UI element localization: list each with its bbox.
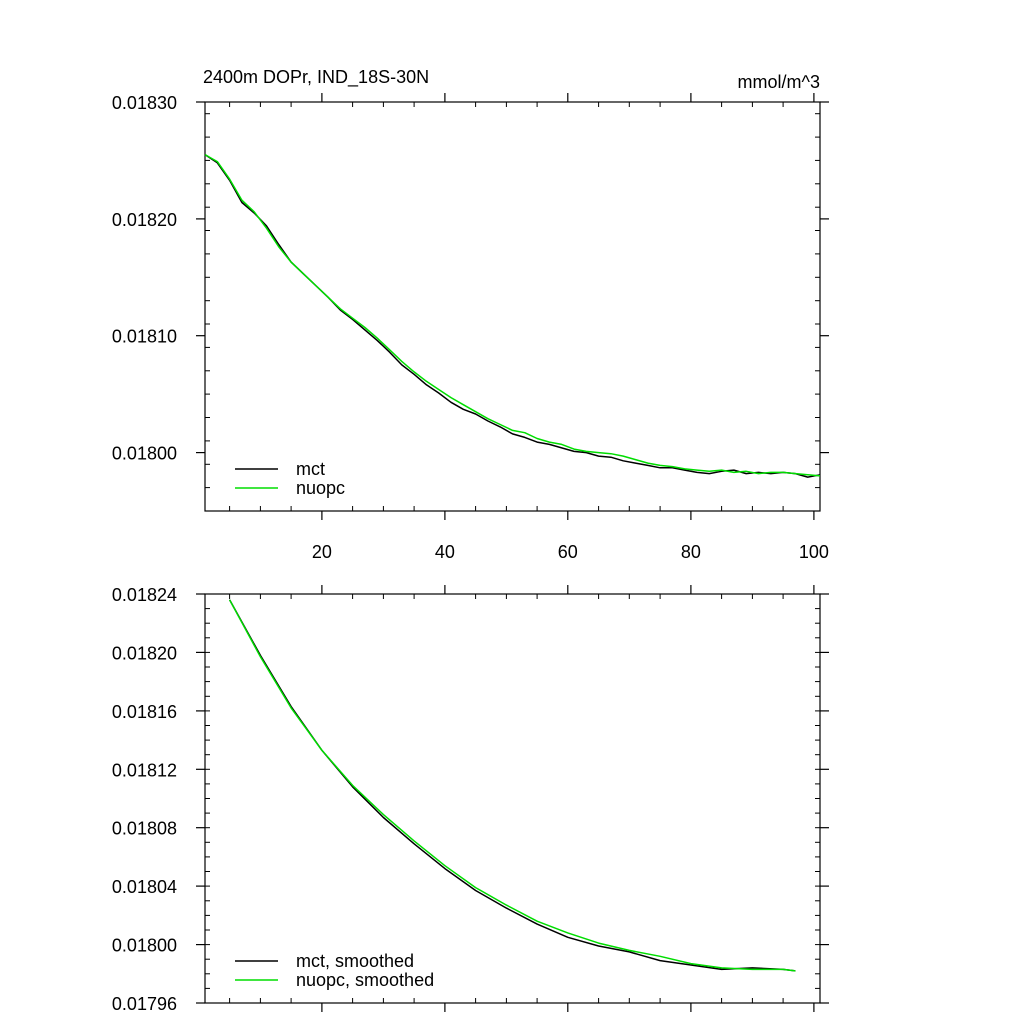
legend-label: nuopc — [296, 478, 345, 498]
chart-title: 2400m DOPr, IND_18S-30N — [203, 67, 429, 88]
x-tick-label: 100 — [799, 542, 829, 562]
top-minor-ticks — [205, 102, 820, 512]
y-tick-label: 0.01796 — [112, 994, 177, 1014]
bottom-chart-panel: 0.01796 0.01800 0.01804 0.01808 0.01812 0.018… — [112, 585, 829, 1014]
x-tick-label: 40 — [435, 542, 455, 562]
y-tick-label: 0.01804 — [112, 877, 177, 897]
bottom-y-tick-labels: 0.01796 0.01800 0.01804 0.01808 0.01812 0.018… — [112, 585, 177, 1014]
series-line-nuopc — [204, 153, 821, 477]
top-y-tick-labels: 0.01800 0.01810 0.01820 0.01830 — [112, 93, 177, 464]
y-tick-label: 0.01820 — [112, 643, 177, 663]
top-chart-panel: 2400m DOPr, IND_18S-30N mmol/m^3 0.01800… — [112, 67, 829, 562]
x-tick-label: 20 — [312, 542, 332, 562]
y-tick-label: 0.01830 — [112, 93, 177, 113]
y-tick-label: 0.01800 — [112, 444, 177, 464]
top-plot-frame — [204, 101, 821, 512]
legend-label: nuopc, smoothed — [296, 970, 434, 990]
bottom-major-ticks — [196, 585, 829, 1012]
series-line-mct — [204, 153, 821, 478]
y-tick-label: 0.01810 — [112, 327, 177, 347]
top-major-ticks — [196, 93, 829, 520]
y-tick-label: 0.01824 — [112, 585, 177, 605]
y-tick-label: 0.01812 — [112, 760, 177, 780]
bottom-series — [228, 599, 796, 972]
x-tick-label: 80 — [681, 542, 701, 562]
bottom-plot-frame — [204, 593, 821, 1004]
y-tick-label: 0.01820 — [112, 210, 177, 230]
y-tick-label: 0.01816 — [112, 702, 177, 722]
legend-label: mct, smoothed — [296, 951, 414, 971]
y-tick-label: 0.01808 — [112, 819, 177, 839]
top-series — [204, 153, 821, 478]
units-label: mmol/m^3 — [738, 72, 820, 92]
x-tick-label: 60 — [558, 542, 578, 562]
top-x-tick-labels: 20 40 60 80 100 — [312, 542, 829, 562]
legend-label: mct — [296, 459, 325, 479]
y-tick-label: 0.01800 — [112, 936, 177, 956]
series-line-mct-smoothed — [228, 599, 796, 972]
series-line-nuopc-smoothed — [228, 599, 796, 972]
bottom-minor-ticks — [205, 593, 820, 1004]
